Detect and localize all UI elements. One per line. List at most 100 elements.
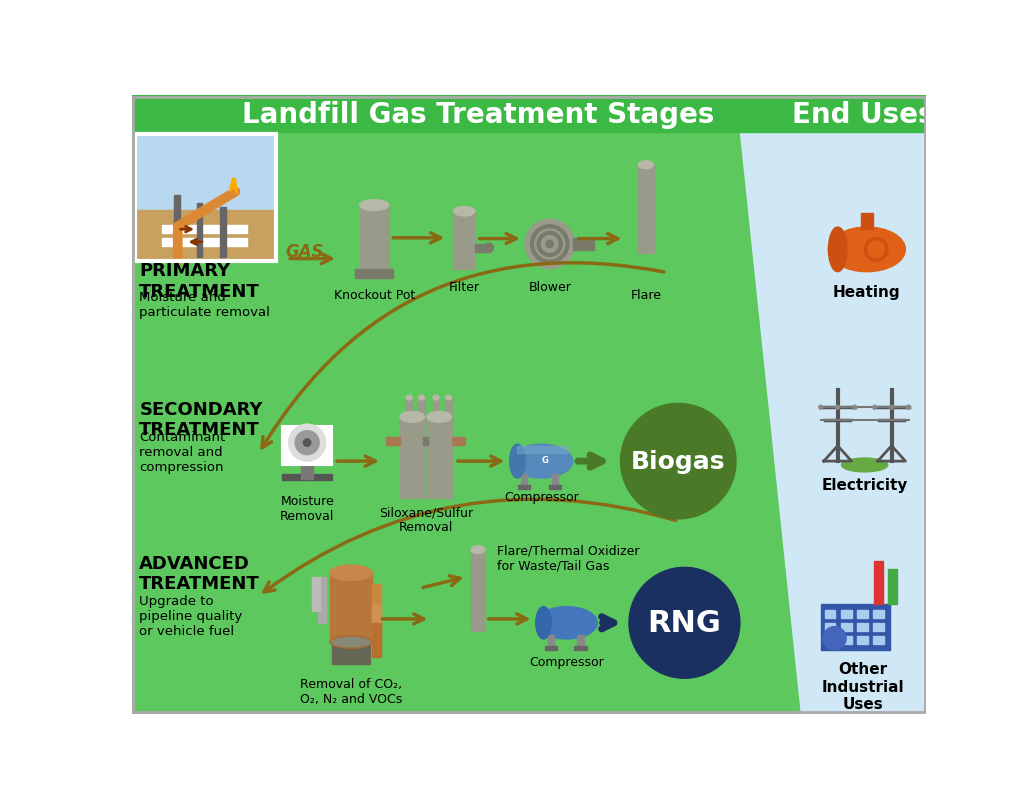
Circle shape bbox=[525, 220, 575, 269]
Ellipse shape bbox=[829, 228, 905, 273]
Bar bbox=[517, 447, 569, 453]
Bar bbox=[638, 165, 653, 254]
Text: Flare: Flare bbox=[631, 289, 662, 302]
Bar bbox=[282, 475, 332, 480]
Ellipse shape bbox=[330, 565, 373, 581]
Circle shape bbox=[303, 439, 311, 447]
Bar bbox=[373, 585, 382, 627]
Circle shape bbox=[289, 424, 326, 461]
Bar bbox=[857, 636, 868, 645]
Circle shape bbox=[873, 406, 876, 410]
Bar bbox=[433, 398, 440, 419]
Ellipse shape bbox=[406, 395, 412, 400]
Bar bbox=[312, 577, 320, 611]
Circle shape bbox=[484, 244, 493, 253]
Bar bbox=[174, 196, 181, 257]
Bar bbox=[400, 417, 424, 423]
Bar bbox=[825, 623, 835, 631]
Bar bbox=[427, 417, 452, 498]
Text: End Uses: End Uses bbox=[792, 101, 934, 128]
Bar bbox=[331, 642, 370, 664]
Bar bbox=[452, 438, 465, 445]
Text: Biogas: Biogas bbox=[631, 450, 725, 473]
Ellipse shape bbox=[536, 607, 598, 639]
Bar bbox=[400, 417, 424, 498]
Ellipse shape bbox=[400, 412, 424, 423]
Bar bbox=[873, 610, 883, 618]
Ellipse shape bbox=[829, 228, 847, 273]
Bar bbox=[825, 636, 835, 645]
Bar bbox=[162, 239, 247, 246]
Polygon shape bbox=[132, 133, 802, 714]
Bar bbox=[573, 238, 594, 251]
Polygon shape bbox=[740, 133, 926, 714]
Text: Moisture and
particulate removal: Moisture and particulate removal bbox=[139, 291, 270, 318]
Bar bbox=[578, 635, 583, 646]
Text: GAS: GAS bbox=[286, 242, 324, 261]
Circle shape bbox=[906, 406, 910, 410]
Bar bbox=[873, 636, 883, 645]
Bar bbox=[548, 635, 554, 646]
Bar bbox=[355, 269, 393, 279]
Ellipse shape bbox=[453, 208, 475, 217]
Ellipse shape bbox=[427, 412, 452, 423]
Ellipse shape bbox=[638, 162, 653, 169]
Bar bbox=[857, 610, 868, 618]
Bar bbox=[841, 610, 851, 618]
Text: Heating: Heating bbox=[833, 285, 901, 300]
Text: Knockout Pot: Knockout Pot bbox=[333, 289, 415, 302]
Text: Blower: Blower bbox=[528, 281, 571, 294]
Bar bbox=[820, 604, 890, 650]
Text: G: G bbox=[542, 456, 548, 464]
Text: Upgrade to
pipeline quality
or vehicle fuel: Upgrade to pipeline quality or vehicle f… bbox=[139, 594, 243, 638]
Ellipse shape bbox=[824, 627, 846, 650]
Bar bbox=[472, 550, 485, 630]
Ellipse shape bbox=[510, 444, 573, 479]
Bar bbox=[318, 577, 326, 623]
Ellipse shape bbox=[330, 636, 373, 648]
Bar bbox=[427, 417, 452, 423]
Ellipse shape bbox=[359, 200, 389, 211]
Bar bbox=[162, 226, 247, 233]
Text: Removal of CO₂,
O₂, N₂ and VOCs: Removal of CO₂, O₂, N₂ and VOCs bbox=[300, 677, 402, 705]
Bar bbox=[841, 623, 851, 631]
Bar bbox=[135, 135, 276, 211]
Bar bbox=[453, 212, 475, 217]
Bar bbox=[888, 569, 897, 604]
Bar bbox=[841, 636, 851, 645]
Bar bbox=[575, 646, 586, 650]
Bar bbox=[545, 646, 557, 650]
Ellipse shape bbox=[433, 395, 440, 400]
Bar bbox=[135, 211, 276, 261]
Text: Electricity: Electricity bbox=[821, 477, 908, 492]
Bar bbox=[552, 475, 558, 485]
Circle shape bbox=[620, 404, 736, 519]
Bar bbox=[373, 623, 382, 658]
Bar bbox=[359, 206, 389, 211]
Circle shape bbox=[628, 568, 740, 678]
Bar bbox=[132, 96, 926, 133]
Bar bbox=[861, 214, 873, 229]
Text: Siloxane/Sulfur
Removal: Siloxane/Sulfur Removal bbox=[379, 505, 473, 533]
Bar bbox=[301, 464, 314, 480]
Ellipse shape bbox=[841, 459, 888, 472]
Bar bbox=[418, 398, 424, 419]
Text: ADVANCED
TREATMENT: ADVANCED TREATMENT bbox=[139, 554, 260, 593]
Circle shape bbox=[836, 406, 840, 410]
Bar bbox=[453, 212, 475, 269]
Text: Compressor: Compressor bbox=[504, 490, 579, 503]
Bar bbox=[406, 398, 412, 419]
Bar bbox=[423, 438, 428, 445]
Bar bbox=[825, 610, 835, 618]
Text: RNG: RNG bbox=[647, 609, 721, 638]
Ellipse shape bbox=[536, 607, 551, 639]
Ellipse shape bbox=[418, 395, 424, 400]
Bar bbox=[857, 623, 868, 631]
Text: Contaminant
removal and
compression: Contaminant removal and compression bbox=[139, 431, 226, 474]
Bar bbox=[521, 475, 527, 485]
Bar bbox=[446, 398, 452, 419]
Bar bbox=[330, 573, 373, 642]
Bar bbox=[475, 245, 489, 253]
Bar bbox=[873, 623, 883, 631]
Text: Other
Industrial
Uses: Other Industrial Uses bbox=[821, 662, 904, 711]
